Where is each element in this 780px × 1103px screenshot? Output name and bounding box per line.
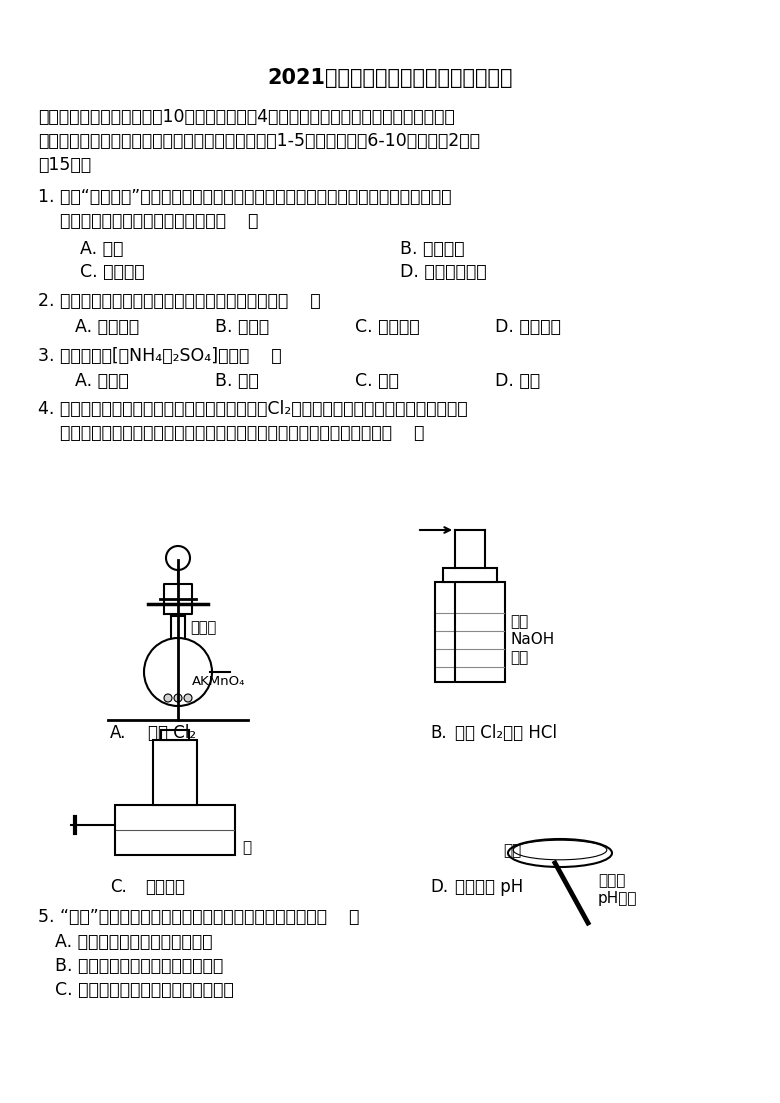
Text: 5. “分类”可以使人们有序地研究物质，以下分类正确的是（    ）: 5. “分类”可以使人们有序地研究物质，以下分类正确的是（ ） [38, 908, 360, 927]
Text: 2. 下列生活用品的主要材料属于有机合成材料的是（    ）: 2. 下列生活用品的主要材料属于有机合成材料的是（ ） [38, 292, 321, 310]
Text: pH试纸: pH试纸 [598, 891, 637, 906]
Text: 1. 随着“绿色奥运”的理念逐渐深入人心，空气质量日益受到人们的关注。下列物质中，: 1. 随着“绿色奥运”的理念逐渐深入人心，空气质量日益受到人们的关注。下列物质中… [38, 188, 452, 206]
Text: 一、单项选择题（本大题入10小题，每小题有4个选项，其中只有一个选项符合题意，请: 一、单项选择题（本大题入10小题，每小题有4个选项，其中只有一个选项符合题意，请 [38, 108, 455, 126]
Bar [161, 730, 189, 740]
Text: 4. 实验室可用高锡酸钒和濃盐酸混合产生氯气（Cl₂），氯气是有强烈刺濃性气味的剧毒气: 4. 实验室可用高锡酸钒和濃盐酸混合产生氯气（Cl₂），氯气是有强烈刺濃性气味的… [38, 400, 468, 418]
Text: A.: A. [110, 724, 126, 742]
Text: D. 氮肖: D. 氮肖 [495, 372, 540, 390]
Text: 水: 水 [242, 840, 251, 855]
Text: A. 氮气: A. 氮气 [80, 240, 123, 258]
Text: B. 陶瓷磗: B. 陶瓷磗 [215, 318, 269, 336]
Text: D. 羊皮大衣: D. 羊皮大衣 [495, 318, 561, 336]
Circle shape [174, 694, 182, 702]
Text: C. 一氧化碳: C. 一氧化碳 [80, 263, 144, 281]
Text: 3. 化肥硫酸锨[（NH₄）₂SO₄]属于（    ）: 3. 化肥硫酸锨[（NH₄）₂SO₄]属于（ ） [38, 347, 282, 365]
Text: A. 塑料脸盆: A. 塑料脸盆 [75, 318, 139, 336]
Text: B. 磷肖: B. 磷肖 [215, 372, 259, 390]
Text: 濃盐酸: 濃盐酸 [190, 620, 216, 635]
Text: 测氯水的 pH: 测氯水的 pH [455, 878, 523, 896]
Text: 氯水: 氯水 [503, 843, 521, 858]
Circle shape [184, 694, 192, 702]
Text: 溶液: 溶液 [510, 650, 528, 665]
Bar [443, 568, 497, 582]
Bar [435, 582, 505, 682]
Bar [115, 805, 235, 855]
Text: 2021年江西省中考化学模拟试卷（二）: 2021年江西省中考化学模拟试卷（二） [268, 68, 512, 88]
Circle shape [166, 546, 190, 570]
Bar [153, 740, 197, 805]
Text: 湿润的: 湿润的 [598, 872, 626, 888]
Text: A. 复合肖: A. 复合肖 [75, 372, 129, 390]
Circle shape [164, 694, 172, 702]
Text: 除去 Cl₂中的 HCl: 除去 Cl₂中的 HCl [455, 724, 557, 742]
Text: 入15分）: 入15分） [38, 156, 91, 174]
Text: 收集氯气: 收集氯气 [145, 878, 185, 896]
Text: 制取 Cl₂: 制取 Cl₂ [148, 724, 196, 742]
Text: C. 钒肖: C. 钒肖 [355, 372, 399, 390]
Text: D. 可吸入颗粒物: D. 可吸入颗粒物 [400, 263, 487, 281]
Ellipse shape [508, 839, 612, 867]
Text: 将符合题意的选项代号填涂在答题卡的相应位置上。1-5题每小题分，6-10题每小邘2分，: 将符合题意的选项代号填涂在答题卡的相应位置上。1-5题每小题分，6-10题每小邘… [38, 132, 480, 150]
Text: 体，密度比空气大，可溶于水和碌溶液。下列装置能达到实验目的的是（    ）: 体，密度比空气大，可溶于水和碌溶液。下列装置能达到实验目的的是（ ） [38, 424, 424, 442]
Text: B. 二氧化硫: B. 二氧化硫 [400, 240, 465, 258]
Text: A. 单质：金刪石、液氧、氧化鐵: A. 单质：金刪石、液氧、氧化鐵 [55, 933, 212, 951]
Text: 未计入监测空气污染指数项目的是（    ）: 未计入监测空气污染指数项目的是（ ） [38, 212, 258, 231]
Text: B.: B. [430, 724, 447, 742]
Text: C. 玻璃水杯: C. 玻璃水杯 [355, 318, 420, 336]
Text: B. 氧化物：水、二氧化碳、氧化鐵: B. 氧化物：水、二氧化碳、氧化鐵 [55, 957, 223, 975]
Text: 饱和: 饱和 [510, 614, 528, 629]
Text: C.: C. [110, 878, 126, 896]
Circle shape [144, 638, 212, 706]
Text: NaOH: NaOH [510, 632, 555, 647]
Text: C. 砲：氢氧化钓、碳酸钓、氢氧化馒: C. 砲：氢氧化钓、碳酸钓、氢氧化馒 [55, 981, 234, 999]
Text: AKMnO₄: AKMnO₄ [192, 675, 246, 688]
Text: D.: D. [430, 878, 448, 896]
